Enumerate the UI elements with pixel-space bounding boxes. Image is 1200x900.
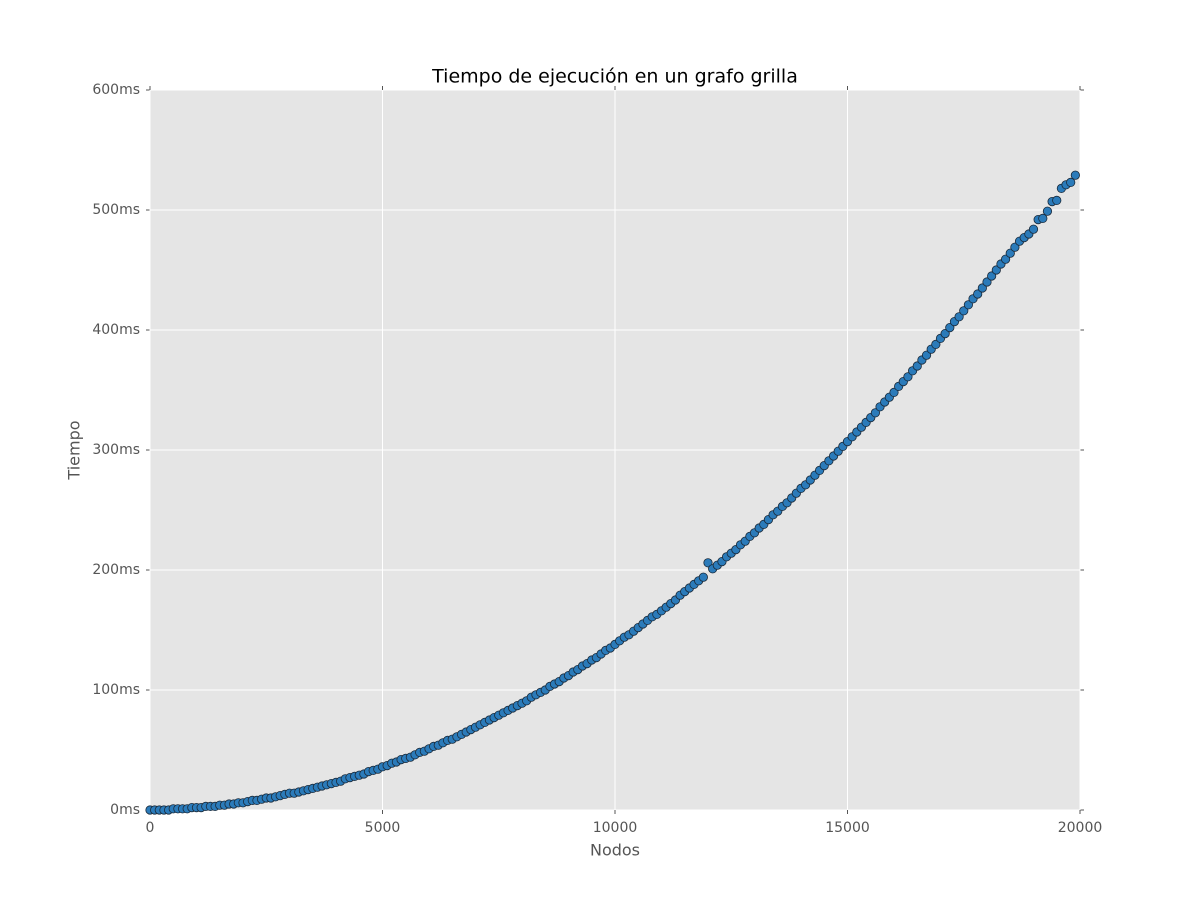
data-point [987, 271, 997, 281]
x-tick-label: 10000 [593, 820, 638, 836]
x-tick-label: 0 [146, 820, 155, 836]
data-point [703, 558, 713, 568]
data-point [903, 372, 913, 382]
data-point [1052, 195, 1062, 205]
data-point [912, 361, 922, 371]
data-point [945, 322, 955, 333]
y-tick-label: 600ms [92, 82, 140, 98]
data-point [1010, 242, 1020, 252]
data-point [1066, 177, 1076, 187]
data-point [870, 408, 881, 418]
data-point [977, 283, 987, 293]
data-point [1038, 213, 1048, 223]
data-point [991, 265, 1001, 275]
y-tick-label: 100ms [92, 682, 140, 698]
data-point [973, 289, 983, 299]
data-point [1000, 254, 1011, 264]
y-tick-label: 300ms [92, 442, 140, 458]
data-point [698, 572, 708, 582]
data-point [982, 277, 992, 287]
data-point [963, 300, 974, 310]
x-tick-label: 20000 [1058, 820, 1103, 836]
data-point [1070, 170, 1080, 180]
x-tick-label: 15000 [825, 820, 870, 836]
data-point [1042, 206, 1053, 216]
data-point [1005, 248, 1015, 258]
y-axis-label: Tiempo [65, 420, 84, 480]
data-point [954, 312, 964, 322]
x-tick-label: 5000 [365, 820, 401, 836]
chart-title: Tiempo de ejecución en un grafo grilla [431, 66, 798, 88]
x-axis-label: Nodos [590, 841, 640, 860]
y-tick-label: 200ms [92, 562, 140, 578]
data-point [931, 339, 941, 349]
y-tick-label: 500ms [92, 202, 140, 218]
y-tick-label: 400ms [92, 322, 140, 338]
data-point [1028, 224, 1039, 234]
y-tick-label: 0ms [110, 802, 140, 818]
data-point [921, 350, 932, 360]
data-point [940, 328, 950, 339]
data-point [959, 306, 969, 316]
data-point [889, 387, 899, 397]
